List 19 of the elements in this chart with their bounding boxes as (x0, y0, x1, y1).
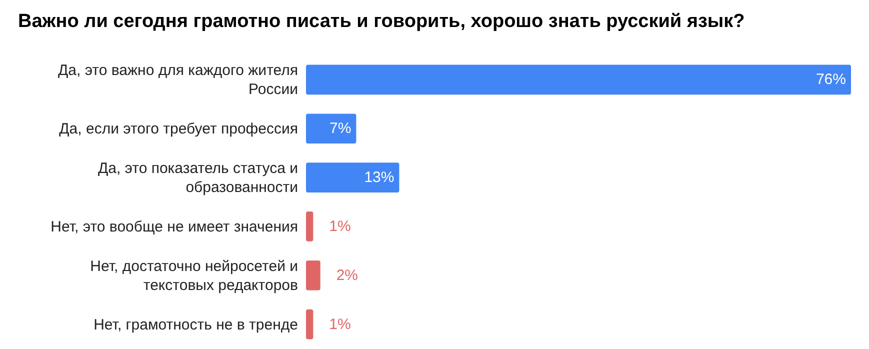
chart-title: Важно ли сегодня грамотно писать и говорить, хорошо знать русский язык? (18, 11, 745, 32)
data-label: 76% (816, 71, 846, 88)
bar (306, 309, 314, 340)
bar (306, 212, 314, 242)
data-label: 13% (364, 169, 394, 186)
y-tick-label: Нет, это вообще не имеет значения (50, 218, 298, 235)
y-tick-label: Да, это показатель статуса и образованности (98, 160, 298, 196)
data-label: 1% (329, 316, 351, 333)
data-label: 7% (330, 120, 352, 138)
bar (306, 260, 320, 290)
bar (306, 64, 851, 95)
y-tick-label: Да, если этого требует профессия (59, 120, 298, 138)
data-label: 2% (336, 266, 358, 284)
y-tick-label: Нет, достаточно нейросетей и текстовых редакторов (90, 257, 298, 294)
y-tick-label: Да, это важно для каждого жителя России (58, 62, 298, 98)
bar (306, 114, 356, 144)
bar (306, 162, 400, 192)
data-label: 1% (329, 218, 351, 235)
y-tick-label: Нет, грамотность не в тренде (94, 316, 298, 333)
